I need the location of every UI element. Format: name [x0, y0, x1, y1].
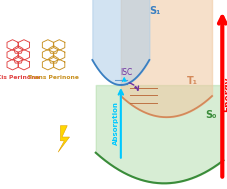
Text: T₁: T₁ — [186, 76, 197, 86]
Text: Cis Perinone: Cis Perinone — [0, 75, 39, 80]
Text: Absorption: Absorption — [112, 101, 118, 145]
Text: Energy: Energy — [222, 77, 227, 112]
Text: Trans Perinone: Trans Perinone — [28, 75, 79, 80]
Text: S₀: S₀ — [204, 110, 216, 120]
Text: ISC: ISC — [120, 67, 132, 77]
Text: S₁: S₁ — [149, 6, 160, 16]
Polygon shape — [58, 126, 69, 152]
